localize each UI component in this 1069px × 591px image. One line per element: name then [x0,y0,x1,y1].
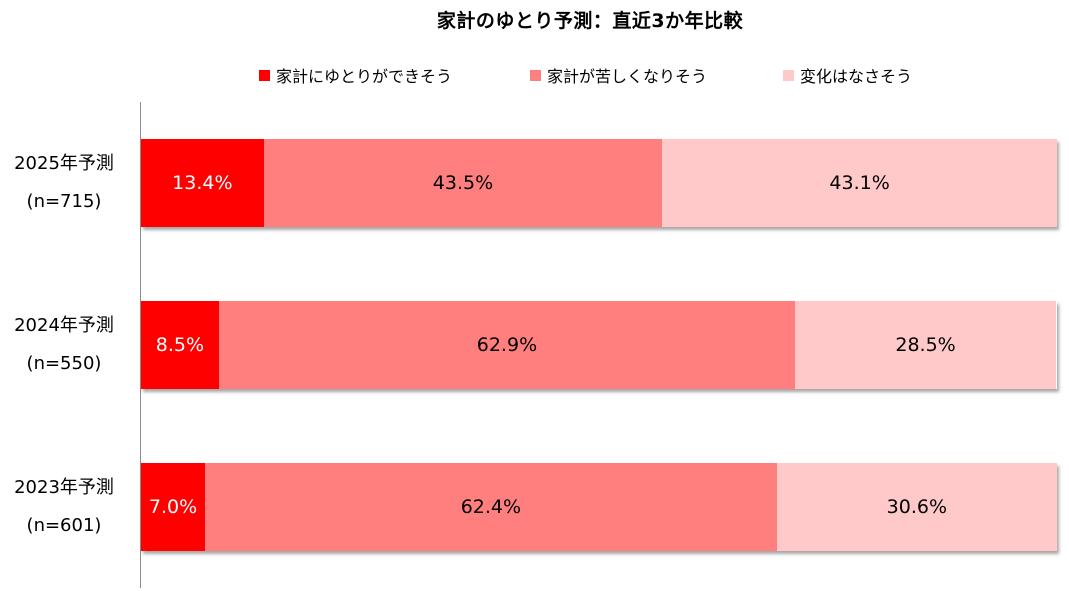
bar-data-label: 62.4% [460,496,522,518]
category-year-label: 2023年予測 [14,477,114,498]
category-sample-size-label: (n=601) [26,515,102,536]
bar-data-label: 28.5% [895,334,956,356]
category-sample-size-label: (n=715) [26,191,102,212]
bar-data-label: 7.0% [148,496,198,518]
bar-data-label: 62.9% [476,334,538,356]
legend-swatch-henka-nashi [783,69,794,81]
category-label: 2024年予測 (n=550) [0,307,128,383]
legend-swatch-yutori [259,69,270,81]
chart-legend: 家計にゆとりができそう 家計が苦しくなりそう 変化はなさそう [0,63,1069,87]
legend-item-kurushiku: 家計が苦しくなりそう [530,63,707,87]
stacked-bar: 8.5% 62.9% 28.5% [141,301,1057,389]
category-label: 2023年予測 (n=601) [0,469,128,545]
stacked-bar: 13.4% 43.5% 43.1% [141,139,1057,227]
legend-item-henka-nashi: 変化はなさそう [783,63,912,87]
chart-title: 家計のゆとり予測：直近3か年比較 [436,10,744,32]
legend-label-henka-nashi: 変化はなさそう [800,67,913,86]
bar-segment: 28.5% [795,301,1057,389]
bar-data-label: 13.4% [172,172,233,194]
stacked-bar: 7.0% 62.4% 30.6% [141,463,1057,551]
bar-data-label: 43.5% [432,172,494,194]
bar-segment: 43.1% [662,139,1057,227]
category-axis-line [140,102,141,588]
bar-segment: 62.4% [205,463,777,551]
legend-swatch-kurushiku [530,69,541,81]
category-year-label: 2024年予測 [14,315,114,336]
bar-segment: 43.5% [263,139,663,227]
category-sample-size-label: (n=550) [26,353,102,374]
bar-segment: 13.4% [141,139,264,227]
legend-item-yutori: 家計にゆとりができそう [259,63,452,87]
bar-segment: 30.6% [776,463,1057,551]
bar-data-label: 30.6% [886,496,948,518]
category-year-label: 2025年予測 [14,153,114,174]
bar-segment: 62.9% [218,301,796,389]
bar-data-label: 8.5% [155,334,205,356]
bar-data-label: 43.1% [829,172,890,194]
category-label: 2025年予測 (n=715) [0,145,128,221]
bar-segment: 7.0% [141,463,206,551]
bar-segment: 8.5% [141,301,219,389]
legend-label-kurushiku: 家計が苦しくなりそう [547,67,708,86]
legend-label-yutori: 家計にゆとりができそう [276,67,453,86]
